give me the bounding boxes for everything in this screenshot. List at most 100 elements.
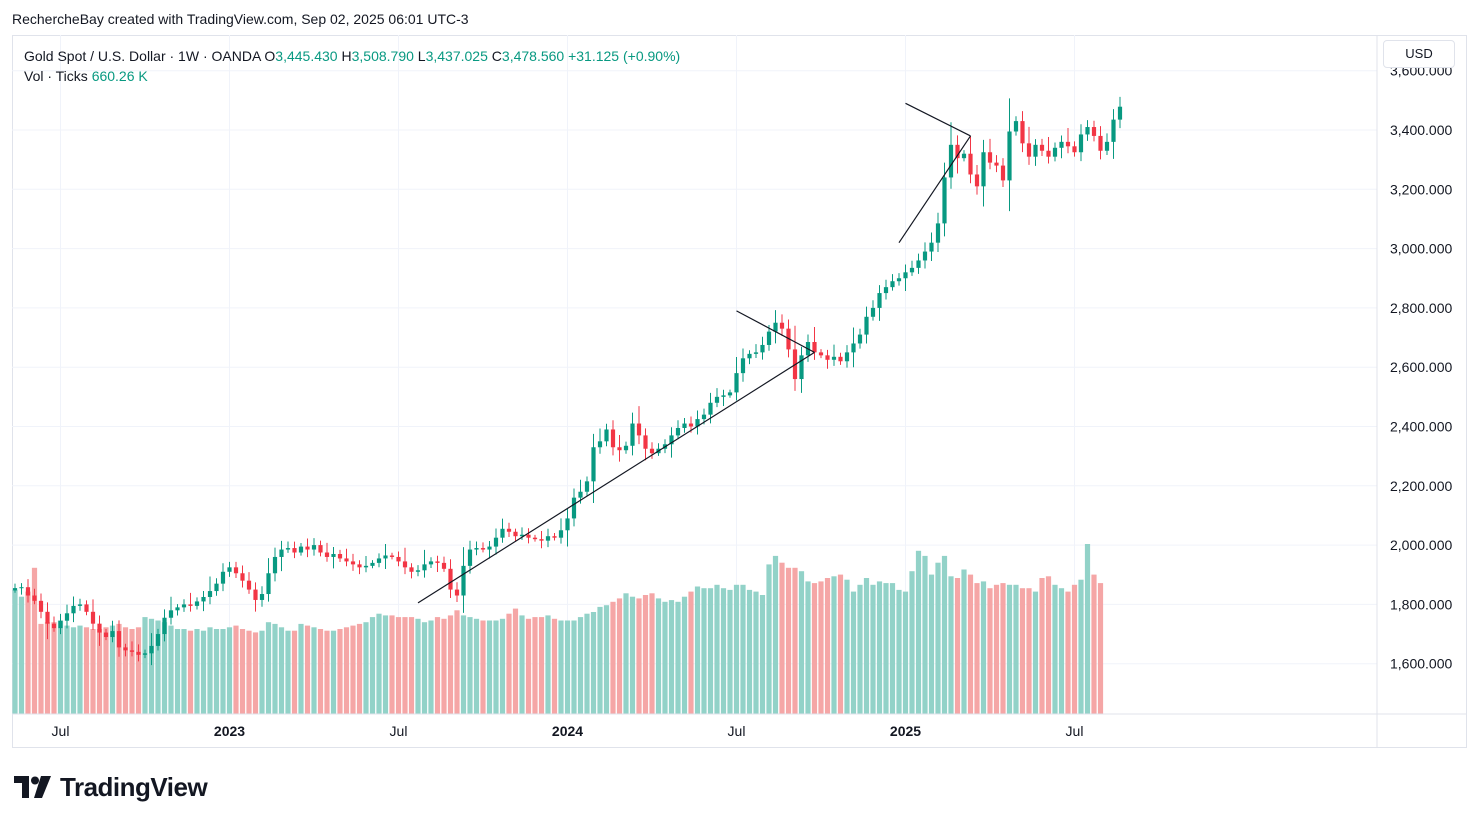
volume-bar: [18, 596, 25, 714]
candle-body: [415, 570, 421, 572]
price-axis: 3,600.0003,400.0003,200.0003,000.0002,80…: [1390, 63, 1452, 672]
candle-body: [818, 352, 824, 356]
volume-bar: [590, 612, 597, 714]
volume-bar: [714, 584, 720, 714]
volume-bar: [415, 618, 421, 714]
candle-body: [1065, 141, 1071, 147]
volume-bar: [408, 617, 415, 714]
volume-bar: [837, 574, 844, 714]
volume-bar: [200, 630, 207, 714]
candle-body: [519, 534, 525, 537]
volume-bar: [850, 591, 857, 714]
volume-bar: [909, 571, 915, 714]
candle-body: [396, 556, 401, 562]
volume-bar: [252, 632, 259, 714]
candle-body: [896, 278, 902, 282]
candle-body: [1020, 121, 1025, 144]
volume-bar: [246, 630, 252, 714]
volume-bar: [935, 562, 941, 714]
volume-bar: [135, 627, 142, 714]
candle-body: [64, 613, 70, 621]
volume-bar: [350, 625, 356, 714]
price-tick-label: 2,400.000: [1390, 419, 1452, 435]
trendlines: [417, 102, 971, 604]
volume-bar: [441, 618, 447, 714]
volume-bar: [109, 625, 116, 714]
candle-body: [129, 650, 135, 652]
chart-legend: Gold Spot / U.S. Dollar · 1W · OANDA O3,…: [24, 46, 680, 86]
volume-bar: [1032, 591, 1039, 714]
volume-bar: [363, 622, 369, 714]
volume-bar: [564, 620, 571, 714]
candle-body: [571, 497, 577, 519]
volume-bar: [96, 629, 103, 714]
candle-body: [435, 561, 440, 563]
volume-bar: [545, 615, 551, 714]
volume-bar: [733, 584, 740, 714]
candle-body: [292, 548, 297, 553]
candle-body: [175, 607, 180, 611]
volume-bar: [922, 555, 928, 714]
volume-bar: [103, 627, 109, 714]
volume-bar: [493, 620, 499, 714]
chart-frame[interactable]: [12, 35, 1467, 748]
volume-bar: [233, 625, 239, 714]
candle-body: [142, 653, 148, 655]
volume-bar: [532, 617, 538, 714]
trendline: [898, 135, 971, 244]
grid-lines: [12, 35, 1377, 714]
candle-body: [409, 567, 414, 572]
volume-bar: [272, 623, 278, 714]
volume-bar: [1026, 588, 1032, 714]
volume-label[interactable]: Vol · Ticks: [24, 68, 88, 84]
candle-body: [201, 596, 206, 602]
volume-bar: [324, 630, 330, 714]
volume-bar: [1058, 588, 1065, 714]
candle-body: [298, 546, 304, 553]
candle-body: [422, 564, 427, 571]
volume-bar: [239, 629, 246, 714]
candle-body: [779, 322, 785, 329]
price-tick-label: 3,000.000: [1390, 241, 1452, 257]
volume-bar: [1006, 584, 1013, 714]
volume-bar: [376, 613, 382, 714]
volume-bar: [265, 622, 272, 714]
price-tick-label: 2,800.000: [1390, 300, 1452, 316]
volume-bar: [525, 618, 532, 714]
volume-bar: [1065, 591, 1071, 714]
volume-bar: [792, 567, 798, 714]
volume-bar: [857, 584, 863, 714]
price-tick-label: 3,400.000: [1390, 122, 1452, 138]
volume-bar: [902, 591, 909, 714]
candle-body: [1091, 127, 1097, 136]
candle-body: [513, 531, 518, 537]
symbol-label[interactable]: Gold Spot / U.S. Dollar · 1W · OANDA: [24, 48, 261, 64]
chart-credit: RechercheBay created with TradingView.co…: [12, 11, 469, 27]
volume-bar: [382, 615, 389, 714]
time-tick-label: 2023: [214, 723, 245, 739]
volume-bar: [941, 555, 948, 714]
volume-bar: [207, 627, 213, 714]
candle-body: [942, 177, 947, 224]
open-value: 3,445.430: [275, 48, 338, 64]
candle-body: [188, 604, 193, 606]
volume-bar: [662, 601, 668, 714]
candle-body: [955, 144, 960, 159]
candle-body: [994, 162, 999, 166]
candle-body: [1117, 106, 1123, 120]
volume-bar: [506, 613, 512, 714]
currency-button[interactable]: USD: [1383, 40, 1455, 68]
volume-bar: [447, 615, 454, 714]
volume-bar: [285, 630, 291, 714]
candle-body: [311, 545, 317, 550]
candle-body: [227, 567, 232, 572]
volume-bar: [668, 600, 675, 714]
candle-body: [402, 561, 408, 568]
candle-body: [344, 558, 349, 562]
volume-bar: [402, 617, 408, 714]
tradingview-logo[interactable]: TradingView: [14, 772, 208, 802]
trendline: [736, 310, 815, 353]
candle-body: [448, 568, 453, 590]
candle-body: [25, 587, 31, 596]
